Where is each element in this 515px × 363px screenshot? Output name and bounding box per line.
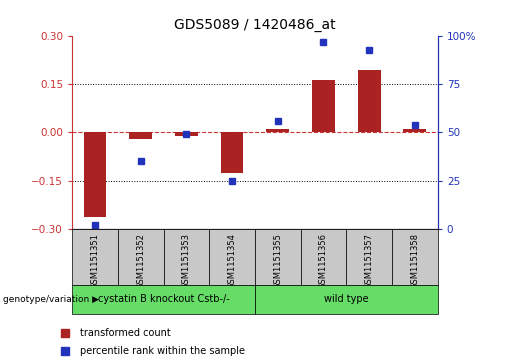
Text: GSM1151353: GSM1151353	[182, 233, 191, 289]
Bar	[358, 70, 381, 132]
Bar	[301, 229, 346, 285]
Bar	[346, 229, 392, 285]
Bar	[209, 229, 255, 285]
Bar	[72, 229, 118, 285]
Bar	[129, 132, 152, 139]
Text: genotype/variation ▶: genotype/variation ▶	[3, 295, 98, 304]
Text: GSM1151354: GSM1151354	[228, 233, 236, 289]
Text: GSM1151356: GSM1151356	[319, 233, 328, 289]
Text: GSM1151358: GSM1151358	[410, 233, 419, 289]
Bar	[255, 229, 301, 285]
Bar	[255, 285, 438, 314]
Text: percentile rank within the sample: percentile rank within the sample	[80, 346, 245, 356]
Bar	[72, 285, 255, 314]
Bar	[312, 79, 335, 132]
Bar	[175, 132, 198, 136]
Bar	[163, 229, 209, 285]
Text: GSM1151355: GSM1151355	[273, 233, 282, 289]
Text: transformed count: transformed count	[80, 328, 170, 338]
Text: GSM1151357: GSM1151357	[365, 233, 374, 289]
Bar	[220, 132, 244, 172]
Text: cystatin B knockout Cstb-/-: cystatin B knockout Cstb-/-	[98, 294, 229, 305]
Bar	[392, 229, 438, 285]
Bar	[118, 229, 163, 285]
Bar	[83, 132, 107, 217]
Text: GSM1151351: GSM1151351	[91, 233, 99, 289]
Bar	[403, 129, 426, 132]
Text: GSM1151352: GSM1151352	[136, 233, 145, 289]
Bar	[266, 129, 289, 132]
Title: GDS5089 / 1420486_at: GDS5089 / 1420486_at	[174, 19, 336, 33]
Text: wild type: wild type	[324, 294, 369, 305]
